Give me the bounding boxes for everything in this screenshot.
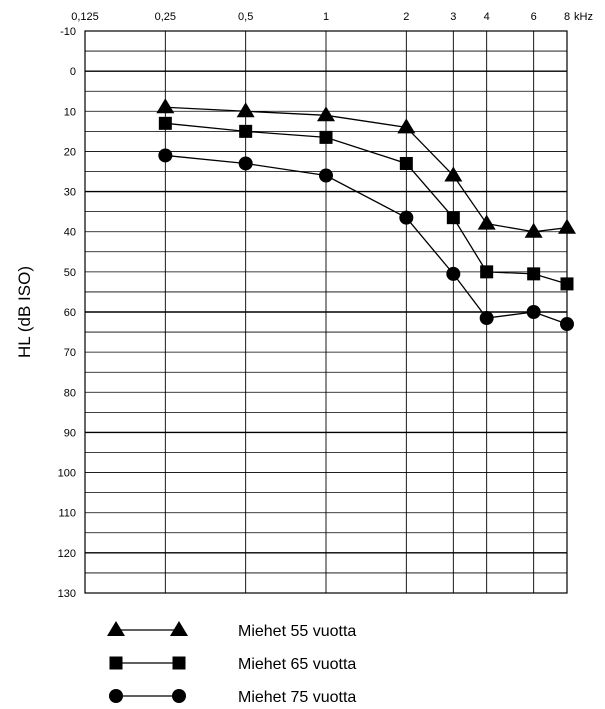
data-point-circle	[446, 266, 461, 281]
data-point-circle	[479, 311, 494, 326]
data-point-square	[480, 265, 494, 279]
legend: Miehet 55 vuotta Miehet 65 vuotta Miehet 7…	[107, 621, 356, 706]
data-point-triangle	[236, 102, 255, 118]
data-point-circle	[238, 156, 253, 171]
legend-label: Miehet 75 vuotta	[238, 689, 356, 706]
x-tick-labels: 0,125 0,25 0,5 1 2 3 4 6 8	[71, 11, 570, 23]
legend-marker-circle	[172, 689, 186, 703]
legend-marker-square	[109, 656, 123, 670]
y-tick-label: 60	[64, 307, 76, 319]
y-tick-label: -10	[60, 26, 76, 38]
series-line	[165, 154, 568, 325]
legend-marker-triangle	[107, 621, 125, 636]
data-point-square	[527, 267, 541, 281]
data-point-triangle	[444, 166, 463, 182]
x-tick-label: 4	[484, 11, 490, 23]
x-tick-label: 0,5	[238, 11, 253, 23]
y-tick-label: 20	[64, 146, 76, 158]
data-point-triangle	[558, 218, 576, 234]
y-tick-label: 10	[64, 106, 76, 118]
legend-marker-square	[172, 656, 186, 670]
y-tick-label: 0	[70, 66, 76, 78]
x-tick-label: 2	[403, 11, 409, 23]
data-point-square	[158, 116, 172, 130]
series-circle	[158, 148, 574, 332]
data-point-triangle	[156, 98, 175, 114]
y-tick-label: 90	[64, 427, 76, 439]
legend-marker-triangle	[170, 621, 188, 636]
y-tick-label: 120	[58, 548, 76, 560]
legend-label: Miehet 65 vuotta	[238, 656, 356, 673]
y-tick-label: 80	[64, 387, 76, 399]
data-point-circle	[560, 317, 574, 332]
series-line	[165, 106, 568, 233]
x-tick-label: 0,25	[155, 11, 176, 23]
legend-item: Miehet 55 vuotta	[107, 621, 356, 640]
legend-label: Miehet 55 vuotta	[238, 623, 356, 640]
x-tick-label: 1	[323, 11, 329, 23]
data-point-triangle	[317, 106, 335, 122]
x-unit-label: kHz	[574, 11, 593, 23]
data-point-circle	[158, 148, 173, 163]
data-point-square	[560, 277, 574, 291]
data-point-square	[399, 156, 413, 170]
data-point-triangle	[397, 118, 416, 134]
data-point-square	[319, 130, 333, 144]
data-point-triangle	[477, 214, 496, 230]
x-tick-label: 8	[564, 11, 570, 23]
y-tick-label: 50	[64, 267, 76, 279]
data-point-triangle	[524, 222, 543, 238]
series-line	[165, 122, 568, 285]
series	[156, 98, 576, 332]
y-tick-label: 110	[58, 508, 76, 520]
x-tick-label: 0,125	[71, 11, 99, 23]
data-point-circle	[399, 210, 414, 225]
series-square	[158, 116, 574, 291]
series-triangle	[156, 98, 576, 238]
legend-item: Miehet 65 vuotta	[109, 656, 356, 673]
x-tick-label: 6	[531, 11, 537, 23]
data-point-square	[446, 211, 460, 225]
y-tick-label: 130	[58, 588, 76, 600]
data-point-circle	[319, 168, 333, 183]
legend-marker-circle	[109, 689, 123, 703]
data-point-square	[239, 124, 253, 138]
y-tick-label: 40	[64, 227, 76, 239]
y-tick-label: 100	[58, 468, 76, 480]
y-tick-labels: -10 0 10 20 30 40 50 60 70 80 90 100 110 120 130	[58, 26, 76, 600]
y-axis-label: HL (dB ISO)	[15, 266, 34, 358]
legend-item: Miehet 75 vuotta	[109, 689, 356, 706]
x-tick-label: 3	[450, 11, 456, 23]
y-tick-label: 70	[64, 347, 76, 359]
y-tick-label: 30	[64, 187, 76, 199]
data-point-circle	[526, 305, 541, 319]
